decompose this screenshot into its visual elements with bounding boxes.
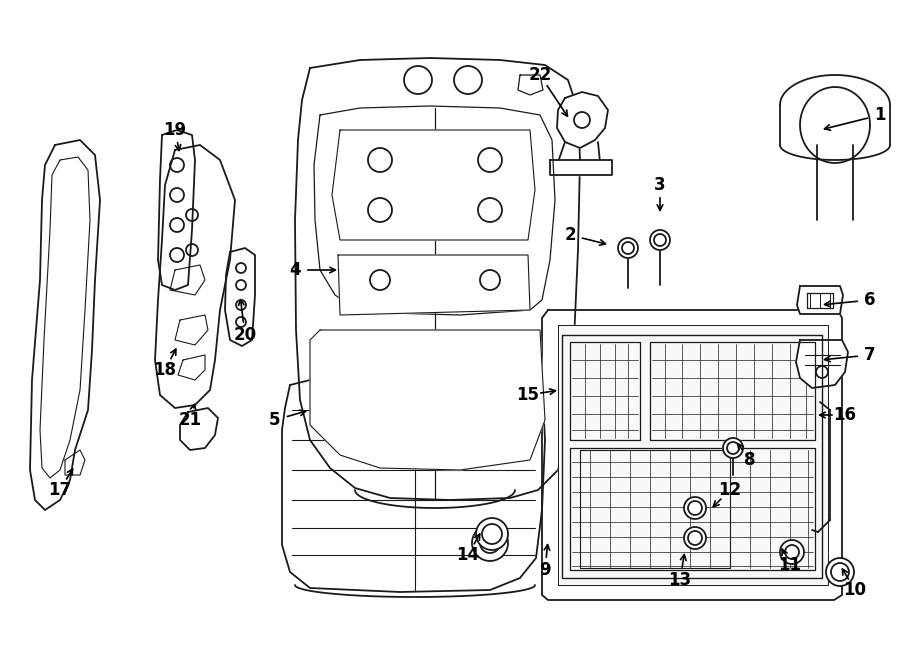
Text: 1: 1	[874, 106, 886, 124]
Text: 8: 8	[744, 451, 756, 469]
Polygon shape	[170, 265, 205, 295]
Polygon shape	[225, 248, 255, 346]
Text: 6: 6	[864, 291, 876, 309]
Text: 13: 13	[669, 571, 691, 589]
Polygon shape	[796, 340, 848, 388]
Polygon shape	[797, 286, 843, 314]
Text: 2: 2	[564, 226, 576, 244]
Polygon shape	[310, 330, 545, 470]
Polygon shape	[542, 310, 842, 600]
Polygon shape	[557, 92, 608, 148]
Text: 15: 15	[517, 386, 539, 404]
Text: 12: 12	[718, 481, 742, 499]
Polygon shape	[314, 106, 555, 315]
Circle shape	[618, 238, 638, 258]
Text: 7: 7	[864, 346, 876, 364]
Text: 18: 18	[154, 361, 176, 379]
Polygon shape	[180, 408, 218, 450]
Text: 5: 5	[269, 411, 281, 429]
Polygon shape	[30, 140, 100, 510]
Text: 3: 3	[654, 176, 666, 194]
Polygon shape	[178, 355, 205, 380]
Polygon shape	[338, 255, 530, 315]
Circle shape	[472, 525, 508, 561]
Text: 17: 17	[49, 481, 72, 499]
Text: 20: 20	[233, 326, 256, 344]
Text: 19: 19	[164, 121, 186, 139]
Text: 16: 16	[833, 406, 857, 424]
Circle shape	[684, 527, 706, 549]
Polygon shape	[155, 145, 235, 408]
Polygon shape	[518, 75, 543, 95]
Circle shape	[780, 540, 804, 564]
Polygon shape	[282, 372, 545, 592]
Polygon shape	[332, 130, 535, 240]
Text: 14: 14	[456, 546, 480, 564]
Circle shape	[684, 497, 706, 519]
Circle shape	[476, 518, 508, 550]
Text: 9: 9	[539, 561, 551, 579]
Polygon shape	[558, 325, 828, 585]
Text: 10: 10	[843, 581, 867, 599]
Text: 11: 11	[778, 556, 802, 574]
Text: 4: 4	[289, 261, 301, 279]
Circle shape	[723, 438, 743, 458]
Polygon shape	[550, 160, 612, 175]
Text: 21: 21	[178, 411, 202, 429]
Text: 22: 22	[528, 66, 552, 84]
Circle shape	[650, 230, 670, 250]
Polygon shape	[175, 315, 208, 345]
Polygon shape	[158, 130, 195, 290]
Circle shape	[826, 558, 854, 586]
Polygon shape	[65, 450, 85, 475]
Polygon shape	[295, 58, 580, 500]
